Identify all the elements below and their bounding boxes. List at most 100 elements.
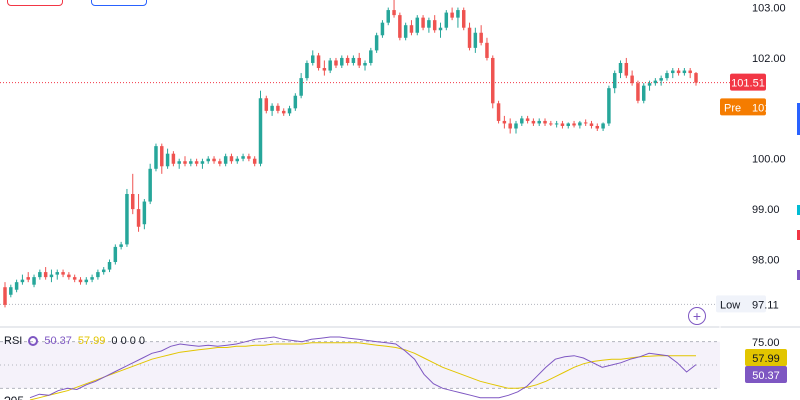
candle	[78, 277, 83, 285]
candle-body	[578, 122, 582, 126]
scroll-indicator	[797, 270, 800, 280]
candle-body	[630, 75, 634, 84]
candle-body	[671, 70, 675, 74]
candle	[264, 95, 269, 114]
candle	[415, 15, 420, 36]
candle	[107, 259, 112, 273]
candle-body	[636, 83, 640, 101]
candle	[241, 153, 245, 162]
candle	[659, 75, 663, 86]
candle-body	[525, 118, 530, 121]
candle-body	[386, 10, 390, 23]
pre-badge	[720, 98, 766, 116]
candle	[293, 93, 298, 111]
candle-body	[357, 57, 361, 66]
candle	[363, 60, 367, 71]
candle-body	[682, 70, 687, 74]
candle	[369, 47, 373, 66]
candle	[218, 158, 222, 167]
candle-body	[55, 272, 60, 275]
candle	[456, 7, 460, 28]
candle-body	[398, 15, 402, 38]
rsi-series	[29, 336, 697, 399]
candle	[444, 10, 449, 31]
rsi-badge-label: 50.37	[752, 370, 780, 382]
candle-body	[531, 120, 536, 124]
rsi-axis-label: 75.00	[752, 337, 780, 349]
candle	[165, 148, 170, 169]
candle	[9, 284, 13, 298]
candle	[467, 22, 472, 51]
candle	[549, 120, 553, 126]
candle	[520, 115, 524, 126]
rsi-settings-icon[interactable]	[28, 336, 39, 346]
low-price-label: 97.11	[752, 299, 779, 311]
candle	[653, 78, 658, 86]
candle	[276, 103, 280, 114]
candle	[386, 7, 390, 26]
candle	[305, 60, 309, 81]
candle	[543, 118, 547, 126]
candle	[212, 156, 216, 164]
candle-body	[252, 158, 257, 164]
candle-body	[276, 105, 280, 111]
candle	[595, 123, 600, 132]
candle	[403, 22, 408, 41]
candle-body	[502, 120, 507, 124]
candle	[43, 267, 48, 280]
candle	[160, 143, 164, 174]
price-tick-label: 103.00	[752, 3, 786, 15]
candle-body	[96, 272, 100, 278]
candle	[200, 158, 205, 169]
candle-body	[485, 42, 489, 58]
candle	[589, 120, 594, 129]
candle	[270, 103, 274, 116]
candle-body	[688, 70, 692, 74]
pre-price-label: 101.02	[752, 102, 786, 114]
candle-body	[566, 123, 570, 126]
candle	[101, 267, 106, 275]
candle	[688, 68, 692, 79]
candle-body	[247, 156, 251, 159]
candle-body	[305, 62, 309, 79]
candle	[618, 60, 623, 79]
candle	[3, 282, 7, 308]
candle	[502, 115, 507, 129]
candle-body	[32, 277, 36, 285]
candle	[287, 105, 292, 116]
candle-body	[136, 209, 141, 227]
toolbar-button-right[interactable]	[91, 0, 147, 6]
candle	[171, 151, 176, 167]
candle-body	[223, 156, 228, 164]
rsi-title: RSI	[4, 335, 23, 347]
candle-body	[444, 12, 449, 28]
candle-body	[101, 269, 106, 273]
candle	[322, 60, 327, 76]
rsi-legend: RSI 50.37 57.99 0 0 0 0	[4, 335, 145, 347]
candle	[131, 173, 135, 215]
candle	[252, 156, 257, 167]
candle	[345, 55, 350, 66]
candle-body	[491, 57, 495, 104]
candle-body	[392, 10, 396, 16]
candle-body	[450, 12, 454, 18]
candle-body	[514, 123, 518, 129]
add-indicator-icon[interactable]: +	[688, 307, 706, 325]
candle	[583, 119, 588, 126]
candle-body	[9, 287, 13, 295]
toolbar-button-left[interactable]	[7, 0, 63, 6]
candle	[38, 269, 42, 280]
candle	[554, 120, 559, 128]
price-tick-label: 100.00	[752, 154, 786, 166]
candle-body	[427, 20, 431, 28]
candle	[374, 32, 379, 53]
candle-body	[456, 10, 460, 18]
candle	[566, 122, 570, 129]
rsi-extra-values: 0 0 0 0	[111, 335, 146, 347]
candle	[676, 68, 681, 76]
scroll-indicator	[797, 103, 800, 135]
rsi-partial-label: ?05	[4, 394, 24, 400]
candle	[49, 269, 54, 283]
